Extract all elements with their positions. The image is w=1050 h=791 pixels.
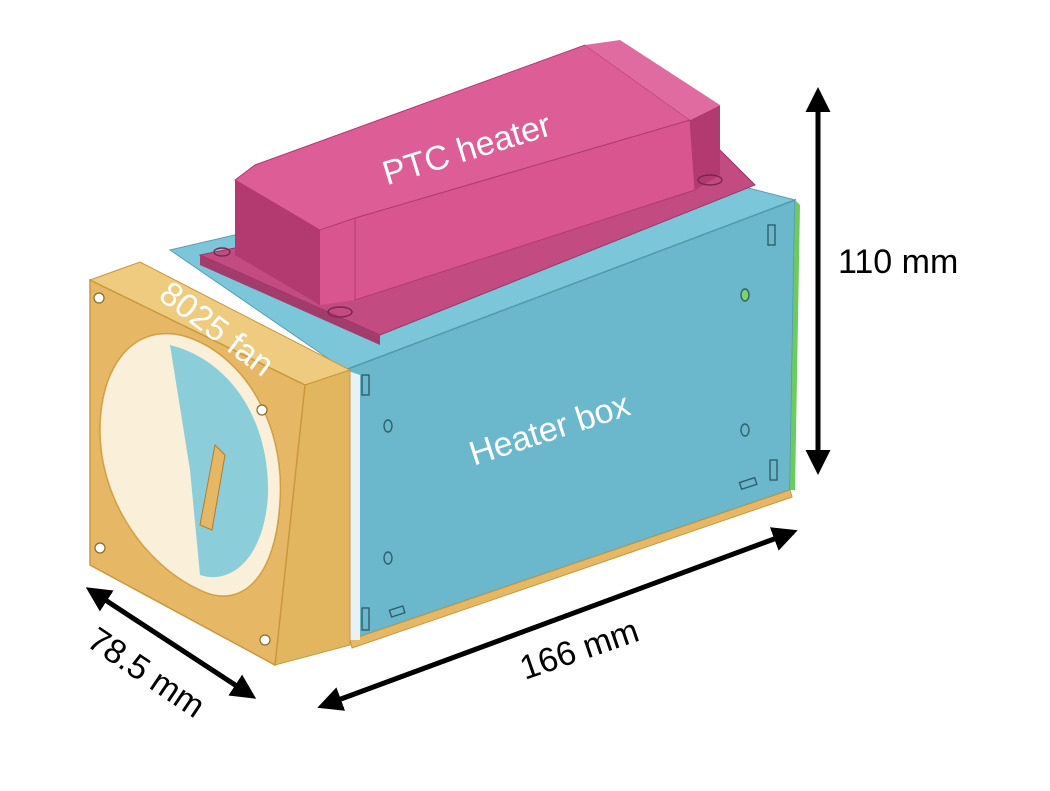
length-dimension-label: 166 mm xyxy=(515,612,644,688)
height-dimension-label: 110 mm xyxy=(838,243,958,281)
width-dimension-label: 78.5 mm xyxy=(81,620,212,725)
